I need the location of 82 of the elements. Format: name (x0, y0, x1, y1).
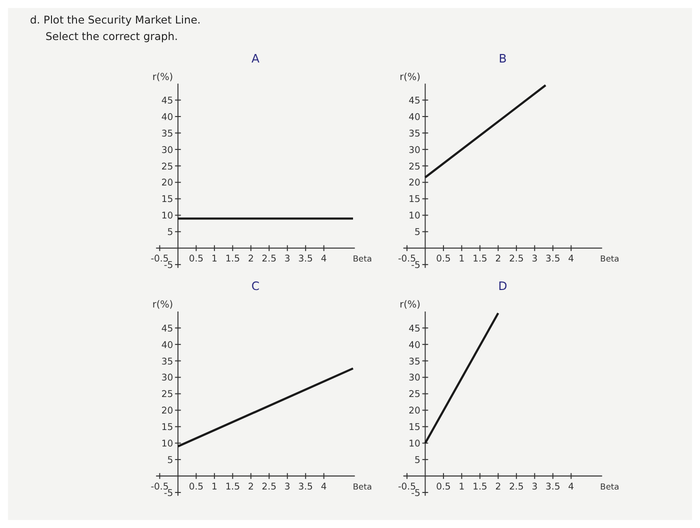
y-tick-label: 45 (161, 323, 174, 334)
y-axis-title: r(%) (152, 300, 174, 311)
x-tick-label: 2 (495, 482, 502, 493)
y-tick-label: 15 (161, 194, 174, 206)
x-axis-title: Beta (352, 482, 372, 492)
y-tick-label: 45 (408, 323, 421, 334)
y-tick-label: 30 (161, 372, 174, 384)
y-axis-title: r(%) (400, 72, 420, 83)
x-axis-title: Beta (600, 254, 620, 264)
y-tick-label: 10 (161, 210, 174, 222)
y-tick-label: 15 (408, 194, 421, 206)
y-tick-label: 5 (414, 227, 421, 238)
x-tick-label: 0.5 (436, 482, 451, 493)
y-tick-label: 35 (408, 128, 421, 140)
x-tick-label: 3.5 (298, 482, 314, 493)
y-tick-label: 35 (161, 356, 174, 368)
x-tick-label: 0.5 (188, 254, 204, 265)
x-tick-label: 2.5 (262, 254, 277, 265)
y-axis-title: r(%) (152, 72, 174, 83)
y-tick-label: 25 (161, 389, 174, 400)
y-tick-label: 30 (161, 144, 174, 156)
y-tick-label: 40 (408, 340, 421, 351)
y-tick-label: 15 (408, 422, 421, 434)
text: Select the correct graph. (46, 30, 178, 43)
y-tick-label: 35 (408, 356, 421, 368)
y-tick-label: 30 (408, 372, 421, 384)
x-tick-label: 4 (320, 482, 327, 493)
y-tick-label: 25 (408, 389, 421, 400)
x-axis-title: Beta (600, 482, 620, 492)
y-tick-label: 10 (408, 210, 421, 222)
y-tick-label: 35 (161, 128, 174, 140)
x-tick-label: 3.5 (546, 254, 560, 265)
text: d. Plot the Security Market Line. (30, 14, 201, 27)
x-tick-label: 2 (248, 254, 254, 265)
y-tick-label: 45 (161, 95, 174, 106)
x-tick-label: 2 (495, 254, 502, 265)
x-tick-label: 2.5 (509, 482, 524, 493)
chart-title: A (251, 51, 260, 66)
x-tick-label: 4 (568, 254, 574, 265)
x-tick-label: 0.5 (436, 254, 451, 265)
x-tick-label: 3 (532, 254, 538, 265)
y-tick-label: 25 (161, 161, 174, 172)
y-tick-label: 40 (408, 112, 421, 123)
x-tick-label: 1 (211, 482, 218, 493)
x-tick-label: 1.5 (472, 482, 488, 493)
x-tick-label: 1.5 (225, 254, 240, 265)
y-tick-label: 15 (161, 422, 174, 434)
y-tick-label: 5 (167, 227, 174, 238)
x-tick-label: 3.5 (546, 482, 560, 493)
x-tick-label: 1.5 (472, 254, 488, 265)
x-tick-label: 3 (532, 482, 538, 493)
y-tick-label: 20 (161, 406, 174, 417)
x-tick-label: 1.5 (225, 482, 240, 493)
y-tick-label: 30 (408, 144, 421, 156)
x-tick-label: 1 (458, 482, 465, 493)
chart-title: D (498, 279, 508, 294)
x-tick-label: 3.5 (298, 254, 314, 265)
chart-title: C (251, 279, 260, 294)
y-tick-label: 40 (161, 340, 174, 351)
x-tick-label: 2.5 (262, 482, 277, 493)
x-axis-title: Beta (352, 254, 372, 264)
y-tick-label: 40 (161, 112, 174, 123)
chart-title: B (498, 51, 507, 66)
x-tick-label: 1 (211, 254, 218, 265)
y-tick-label: 20 (408, 178, 421, 189)
x-tick-label: 3 (284, 482, 290, 493)
x-tick-label: 2.5 (509, 254, 524, 265)
x-tick-label: 0.5 (188, 482, 204, 493)
y-tick-label: 20 (408, 406, 421, 417)
y-tick-label: 45 (408, 95, 421, 106)
x-tick-label: 3 (284, 254, 290, 265)
y-axis-title: r(%) (400, 300, 420, 311)
y-tick-label: 5 (414, 454, 421, 466)
y-tick-label: 10 (408, 438, 421, 450)
y-tick-label: 20 (161, 178, 174, 189)
x-tick-label: 4 (320, 254, 327, 265)
y-tick-label: 5 (167, 454, 174, 466)
x-tick-label: 2 (248, 482, 254, 493)
x-tick-label: 1 (458, 254, 465, 265)
y-tick-label: 10 (161, 438, 174, 450)
y-tick-label: 25 (408, 161, 421, 172)
x-tick-label: 4 (568, 482, 574, 493)
